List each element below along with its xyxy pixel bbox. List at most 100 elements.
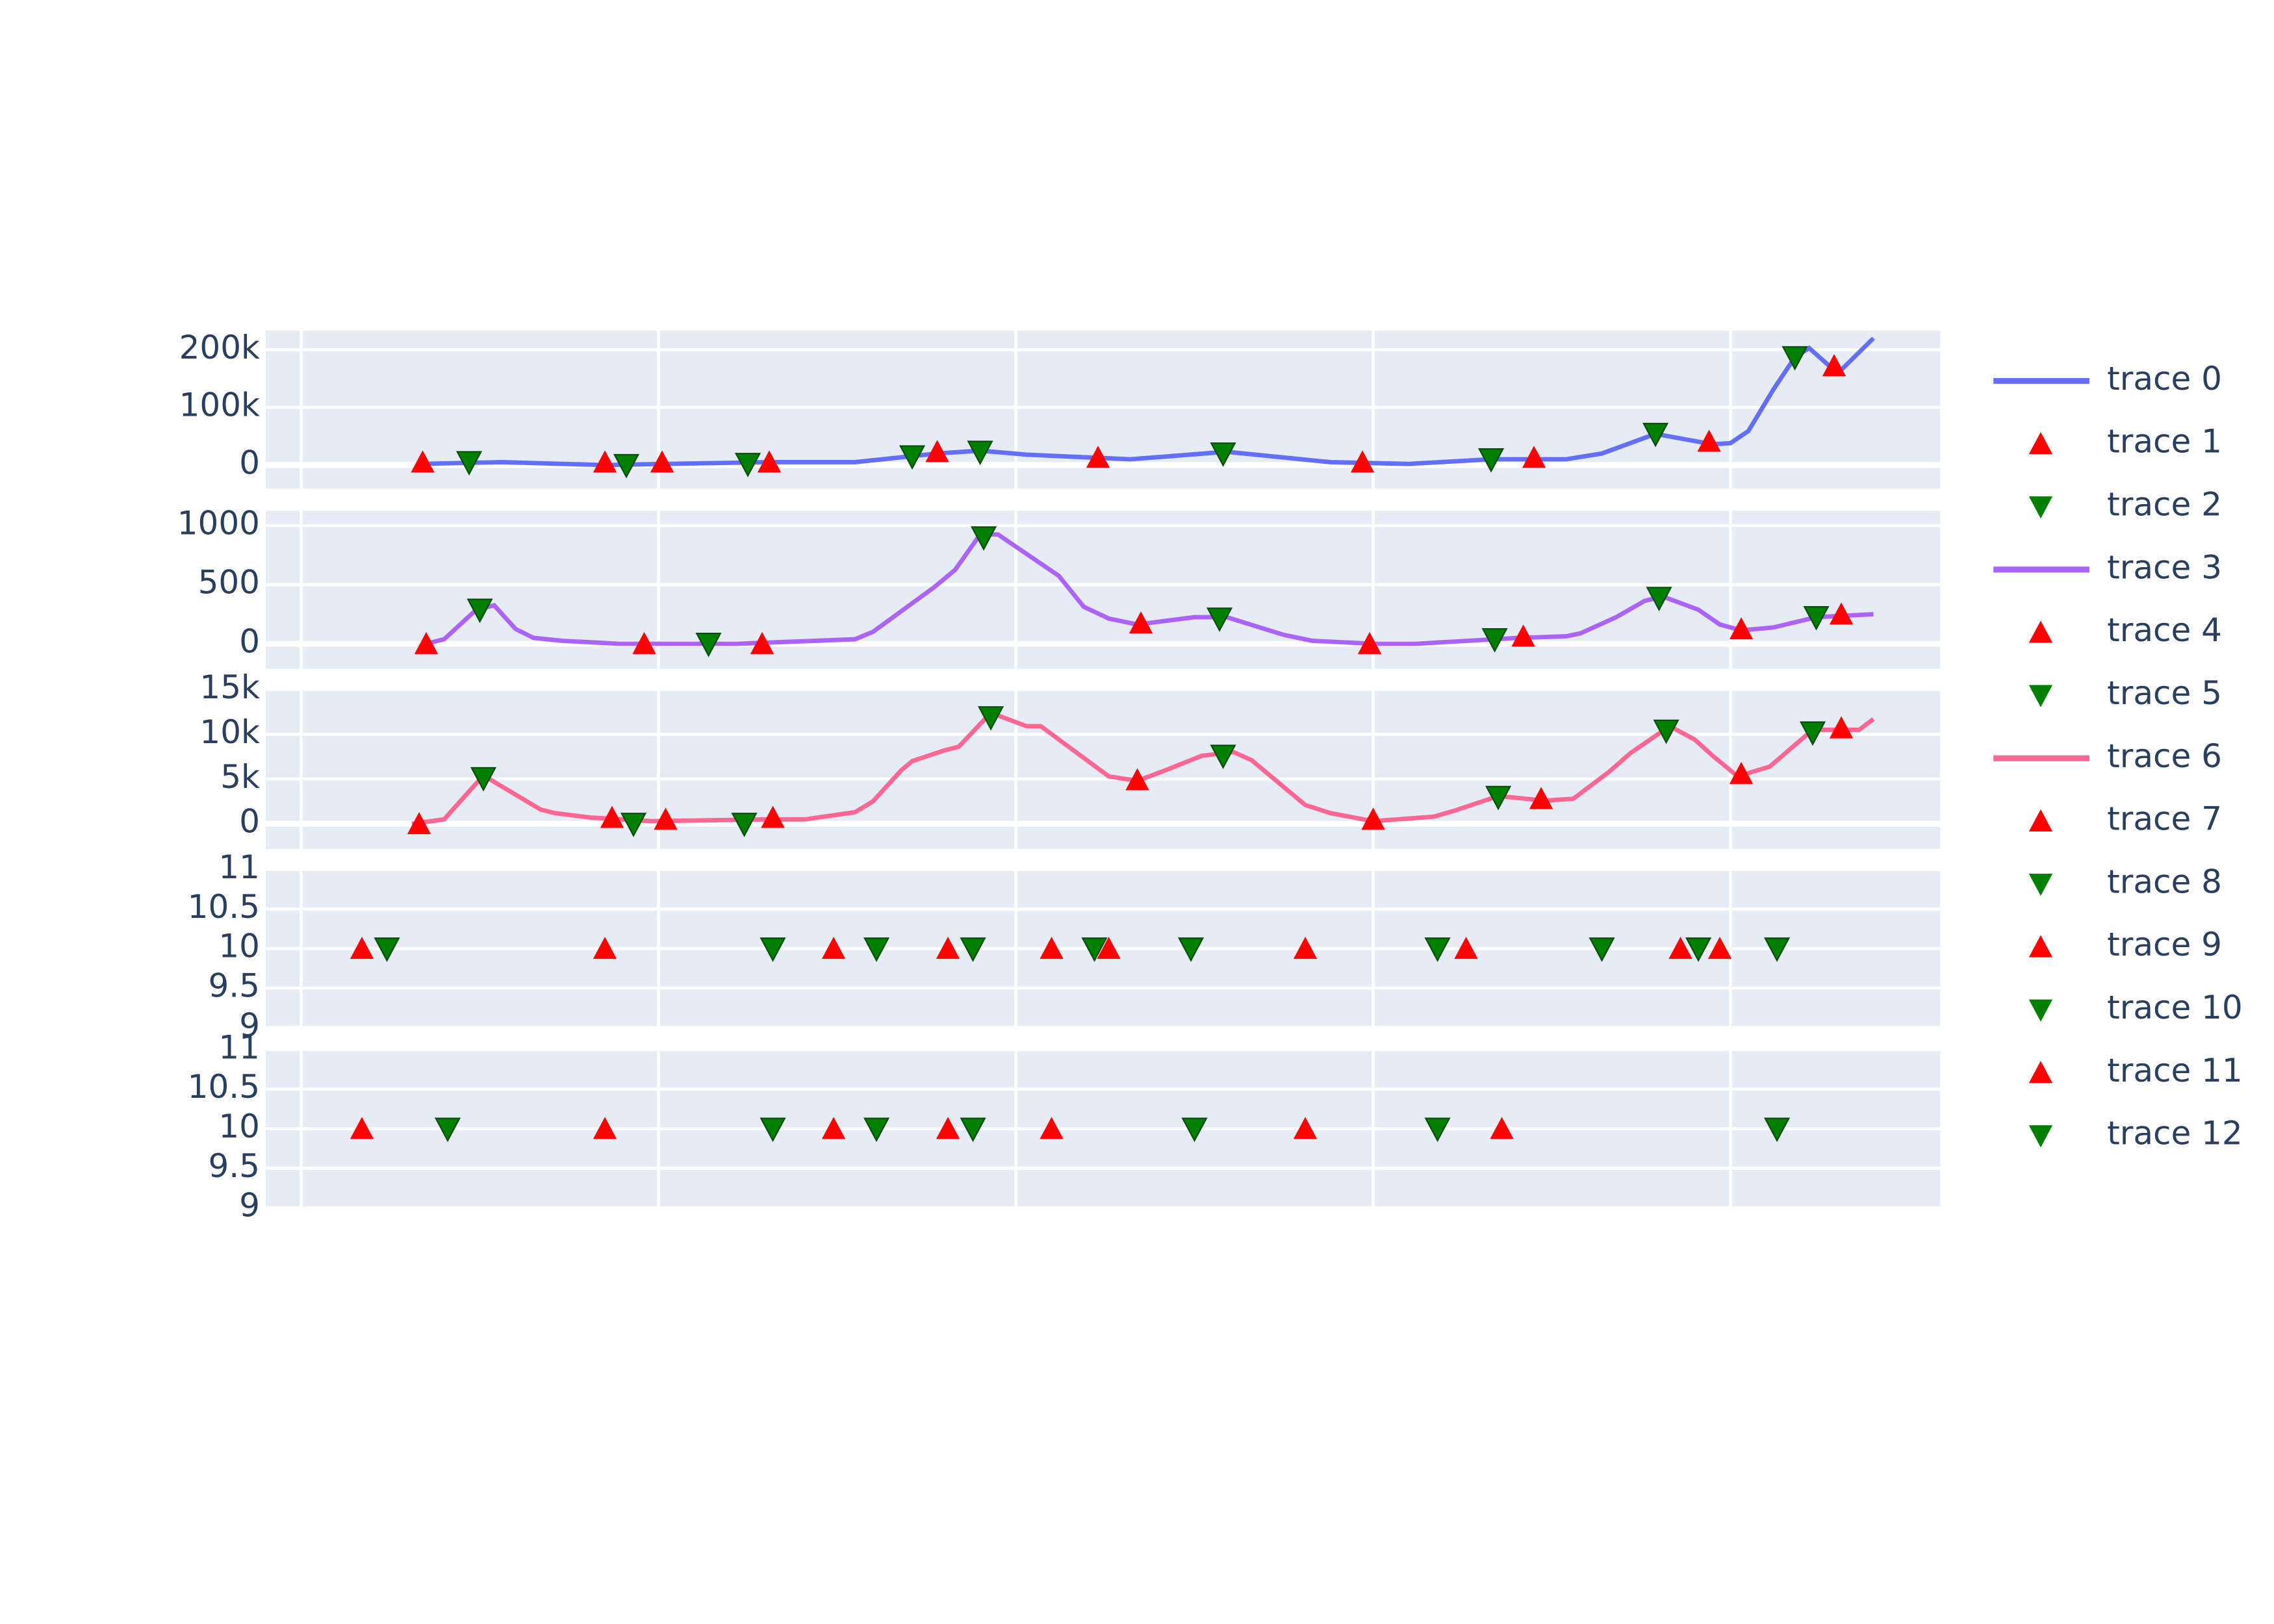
marker	[411, 450, 435, 473]
marker	[731, 813, 758, 837]
marker	[821, 937, 846, 959]
marker	[414, 631, 439, 654]
y-tick-label: 10	[218, 1108, 260, 1145]
marker	[1707, 937, 1732, 959]
marker	[695, 632, 722, 657]
marker	[1040, 937, 1064, 959]
legend-swatch	[2028, 809, 2053, 831]
marker	[1040, 1117, 1064, 1139]
legend-swatch	[2028, 1061, 2053, 1084]
marker	[1097, 937, 1121, 959]
marker	[1653, 719, 1680, 744]
marker	[1529, 787, 1553, 809]
marker	[1454, 937, 1478, 959]
marker	[600, 806, 624, 828]
marker	[593, 1117, 617, 1139]
y-tick-label: 500	[198, 564, 260, 602]
marker	[1803, 606, 1830, 631]
marker	[899, 445, 926, 470]
legend-label: trace 8	[2107, 863, 2222, 900]
marker	[1822, 354, 1846, 377]
marker	[374, 937, 400, 962]
legend-label: trace 4	[2107, 611, 2222, 649]
marker	[1350, 450, 1375, 473]
legend-label: trace 3	[2107, 548, 2222, 586]
legend-label: trace 7	[2107, 800, 2222, 838]
marker	[925, 440, 949, 463]
marker	[967, 440, 993, 466]
marker	[863, 1117, 890, 1143]
marker	[593, 937, 617, 959]
marker	[1782, 346, 1808, 371]
marker	[936, 937, 960, 959]
marker	[936, 1117, 960, 1139]
marker	[1763, 937, 1791, 962]
legend-swatch	[2028, 1125, 2053, 1148]
marker	[593, 450, 617, 473]
y-tick-label: 15k	[199, 668, 260, 706]
marker	[970, 526, 997, 551]
marker	[757, 450, 782, 473]
marker	[1125, 768, 1149, 791]
y-tick-label: 5k	[220, 758, 260, 796]
y-tick-label: 9.5	[208, 967, 260, 1005]
marker	[1086, 446, 1110, 468]
marker	[654, 807, 678, 830]
marker	[761, 806, 785, 828]
legend-swatch	[2028, 496, 2053, 519]
legend-label: trace 10	[2107, 989, 2243, 1026]
marker	[1799, 721, 1826, 746]
marker	[1522, 446, 1546, 468]
legend-swatch	[2028, 935, 2053, 958]
marker	[1293, 937, 1318, 959]
y-tick-label: 0	[239, 444, 260, 481]
y-tick-label: 11	[218, 1028, 260, 1066]
y-tick-label: 10	[218, 928, 260, 965]
legend-label: trace 0	[2107, 360, 2222, 398]
y-tick-label: 10.5	[188, 888, 260, 926]
y-tick-label: 0	[239, 803, 260, 841]
marker	[1206, 607, 1233, 632]
marker	[455, 451, 483, 476]
marker	[1829, 716, 1854, 739]
y-tick-label: 0	[239, 622, 260, 660]
marker	[1424, 937, 1451, 962]
marker	[350, 1117, 374, 1139]
marker	[1589, 937, 1615, 962]
marker	[1210, 744, 1236, 770]
y-tick-label: 1000	[177, 505, 260, 542]
marker	[613, 453, 640, 479]
y-tick-label: 10k	[199, 713, 260, 751]
legend-swatch	[2028, 874, 2053, 896]
marker	[1129, 611, 1153, 634]
marker	[1642, 422, 1669, 448]
marker	[407, 812, 431, 835]
marker	[863, 937, 890, 962]
marker	[350, 937, 374, 959]
marker	[434, 1117, 461, 1143]
marker	[1485, 785, 1512, 811]
y-tick-label: 100k	[179, 387, 260, 424]
marker	[1293, 1117, 1318, 1139]
marker	[650, 450, 674, 473]
marker	[1361, 807, 1385, 830]
marker	[1490, 1117, 1514, 1139]
legend-swatch	[2028, 432, 2053, 455]
legend-label: trace 11	[2107, 1052, 2243, 1089]
legend-swatch	[2028, 620, 2053, 643]
marker	[734, 453, 761, 477]
marker	[760, 937, 786, 962]
marker	[750, 631, 774, 654]
marker	[977, 706, 1004, 731]
legend-label: trace 2	[2107, 486, 2222, 524]
marker	[1729, 617, 1754, 640]
marker	[1829, 602, 1854, 625]
marker	[1424, 1117, 1451, 1143]
marker	[821, 1117, 846, 1139]
y-tick-label: 200k	[179, 329, 260, 366]
marker	[1357, 631, 1382, 654]
marker	[632, 631, 656, 654]
marker	[1481, 628, 1508, 653]
